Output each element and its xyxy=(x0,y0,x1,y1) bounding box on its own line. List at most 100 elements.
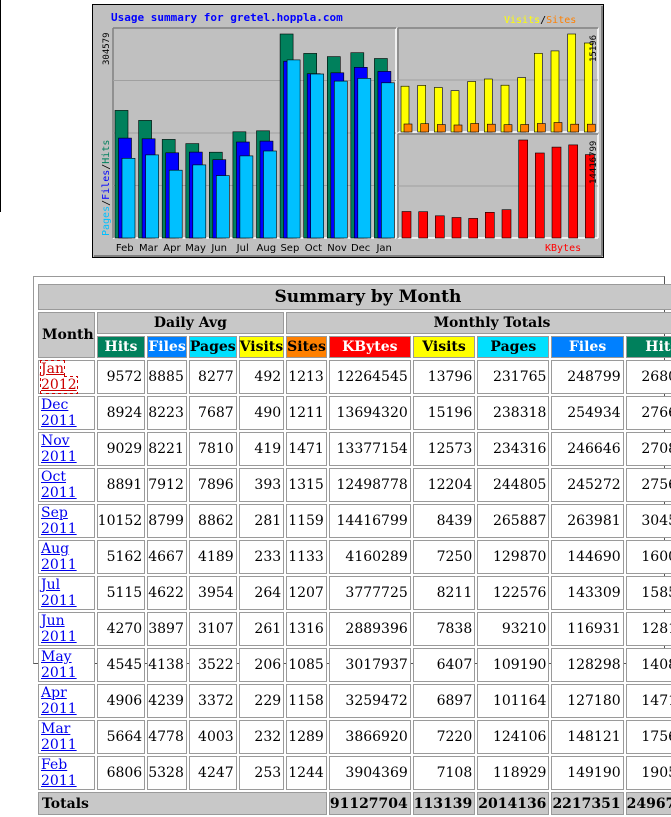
table-cell: 245272 xyxy=(551,468,624,502)
table-cell: 492 xyxy=(238,360,285,394)
table-cell: 238318 xyxy=(477,396,550,430)
table-cell: 263981 xyxy=(551,504,624,538)
month-link[interactable]: May 2011 xyxy=(41,649,77,681)
table-cell: 15196 xyxy=(412,396,476,430)
month-link[interactable]: Jan 2012 xyxy=(40,360,78,394)
table-cell: 4189 xyxy=(188,540,237,574)
table-cell: 4778 xyxy=(147,720,187,754)
bar-pages xyxy=(121,158,136,239)
month-link[interactable]: Sep 2011 xyxy=(41,505,77,537)
month-link[interactable]: Oct 2011 xyxy=(41,469,77,501)
table-cell: 248799 xyxy=(551,360,624,394)
bar-kbytes xyxy=(584,154,595,239)
table-cell: 246646 xyxy=(551,432,624,466)
table-cell: 3259472 xyxy=(328,684,411,718)
bar-visits xyxy=(567,33,577,133)
table-cell: 14416799 xyxy=(328,504,411,538)
table-row: Oct 2011 8891 7912 7896 393 1315 1249877… xyxy=(38,468,671,502)
table-cell: 264 xyxy=(238,576,285,610)
table-cell: 231765 xyxy=(477,360,550,394)
legend-entry: / xyxy=(540,15,546,26)
month-link[interactable]: Nov 2011 xyxy=(41,433,77,465)
table-cell: 148121 xyxy=(551,720,624,754)
legend-entry: Files xyxy=(101,170,112,200)
x-tick-label: Jun xyxy=(210,243,227,254)
table-cell: 4160289 xyxy=(328,540,411,574)
col-pages: Pages xyxy=(477,336,550,358)
bar-sites xyxy=(520,124,530,133)
bar-pages xyxy=(145,154,159,239)
x-tick-label: Feb xyxy=(116,243,134,254)
table-cell: 233 xyxy=(238,540,285,574)
bar-sites xyxy=(470,123,480,133)
table-cell: 8223 xyxy=(147,396,187,430)
legend-entry: Visits xyxy=(504,15,540,26)
bar-visits xyxy=(550,50,560,133)
x-tick-label: May xyxy=(185,243,206,254)
table-cell: 1315 xyxy=(286,468,327,502)
table-cell: 3522 xyxy=(188,648,237,682)
table-cell: 3897 xyxy=(147,612,187,646)
table-cell: 101164 xyxy=(477,684,550,718)
bar-kbytes xyxy=(418,211,429,239)
table-cell: 268024 xyxy=(625,360,671,394)
bar-sites xyxy=(536,123,546,133)
bar-pages xyxy=(216,175,230,239)
table-cell: 490 xyxy=(238,396,285,430)
legend-entry: Hits xyxy=(101,140,112,164)
table-cell: 1211 xyxy=(286,396,327,430)
table-cell: 393 xyxy=(238,468,285,502)
table-cell: 160035 xyxy=(625,540,671,574)
table-row: Nov 2011 9029 8221 7810 419 1471 1337715… xyxy=(38,432,671,466)
table-cell: 3017937 xyxy=(328,648,411,682)
summary-title: Summary by Month xyxy=(38,284,671,310)
table-cell: 7250 xyxy=(412,540,476,574)
col-hits: Hits xyxy=(625,336,671,358)
table-cell: 1085 xyxy=(286,648,327,682)
visits-legend: Visits/Sites xyxy=(504,15,576,26)
table-cell: 8924 xyxy=(96,396,146,430)
col-daily-hits: Hits xyxy=(96,336,146,358)
month-link[interactable]: Apr 2011 xyxy=(41,685,77,717)
kbytes-legend: KBytes xyxy=(545,243,581,254)
month-link[interactable]: Feb 2011 xyxy=(41,757,77,789)
table-cell: 7220 xyxy=(412,720,476,754)
table-cell: 12498778 xyxy=(328,468,411,502)
col-visits: Visits xyxy=(412,336,476,358)
month-link[interactable]: Aug 2011 xyxy=(41,541,77,573)
table-cell: 2889396 xyxy=(328,612,411,646)
table-row: May 2011 4545 4138 3522 206 1085 3017937… xyxy=(38,648,671,682)
table-row: Apr 2011 4906 4239 3372 229 1158 3259472… xyxy=(38,684,671,718)
table-row: Jan 2012 9572 8885 8277 492 1213 1226454… xyxy=(38,360,671,394)
total-files: 2217351 xyxy=(551,792,624,815)
table-cell: 270871 xyxy=(625,432,671,466)
left-divider-line xyxy=(0,0,1,212)
table-cell: 3904369 xyxy=(328,756,411,790)
table-cell: 13377154 xyxy=(328,432,411,466)
y-max-label-visits: 15196 xyxy=(589,35,599,62)
month-link[interactable]: Dec 2011 xyxy=(41,397,77,429)
bar-kbytes xyxy=(434,215,445,239)
table-cell: 8799 xyxy=(147,504,187,538)
x-tick-label: Aug xyxy=(257,243,277,254)
daily-avg-header: Daily Avg xyxy=(96,312,285,334)
table-cell: 128298 xyxy=(551,648,624,682)
table-cell: 8211 xyxy=(412,576,476,610)
table-cell: 109190 xyxy=(477,648,550,682)
usage-chart: Usage summary for gretel.hoppla.com Feb Ma… xyxy=(92,4,604,258)
table-cell: 5328 xyxy=(147,756,187,790)
table-cell: 3372 xyxy=(188,684,237,718)
table-cell: 261 xyxy=(238,612,285,646)
summary-table: Summary by Month Month Daily Avg Monthly… xyxy=(36,282,671,817)
bar-sites xyxy=(453,124,463,133)
main-legend: Pages/Files/Hits xyxy=(101,140,112,236)
bar-visits xyxy=(517,77,527,133)
table-row: Jun 2011 4270 3897 3107 261 1316 2889396… xyxy=(38,612,671,646)
table-cell: 265887 xyxy=(477,504,550,538)
month-link[interactable]: Mar 2011 xyxy=(41,721,77,753)
bar-pages xyxy=(239,155,254,239)
table-cell: 8891 xyxy=(96,468,146,502)
month-link[interactable]: Jul 2011 xyxy=(41,577,77,609)
legend-entry: / xyxy=(101,164,112,170)
month-link[interactable]: Jun 2011 xyxy=(41,613,77,645)
